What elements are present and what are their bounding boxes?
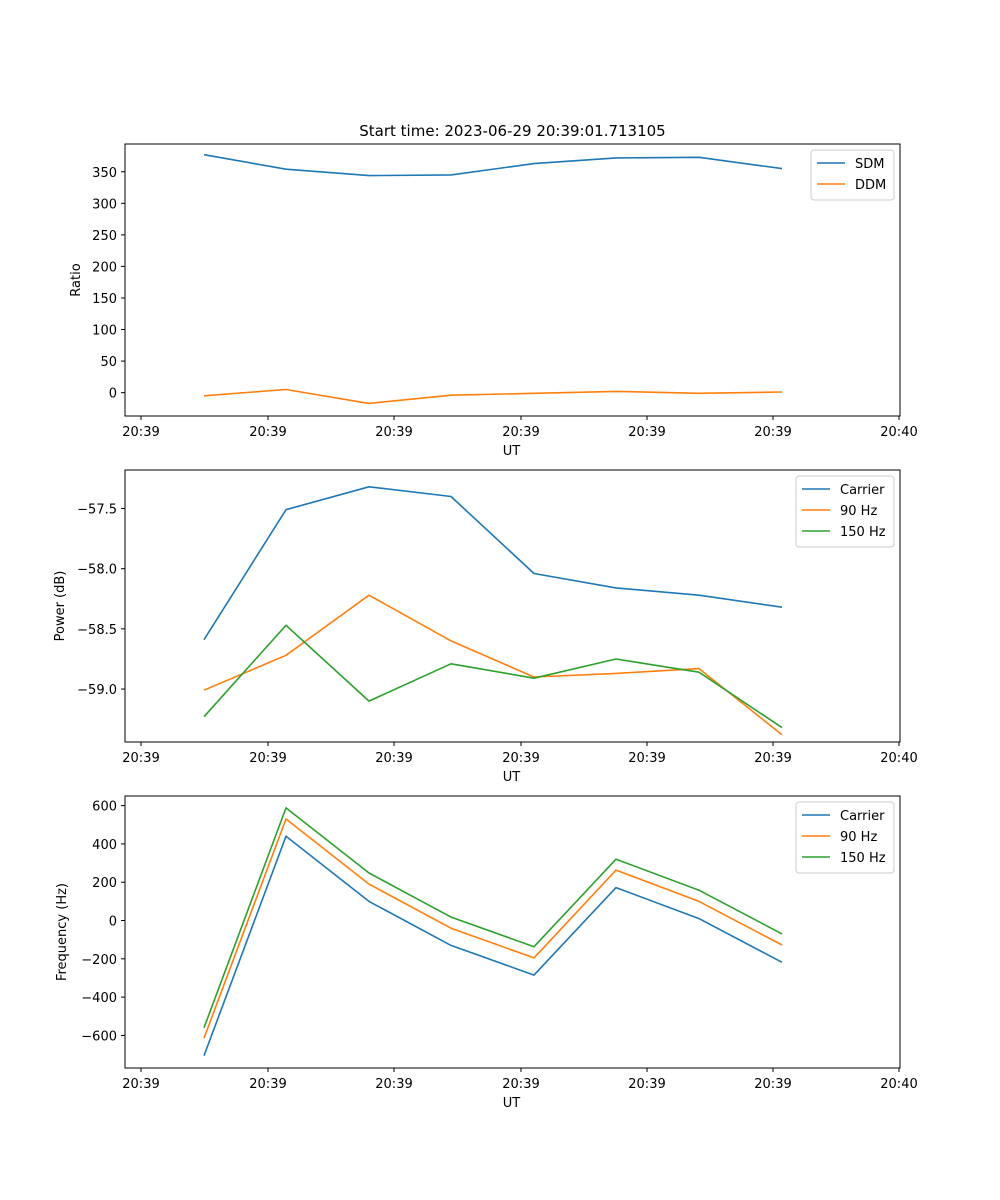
y-tick-label: 100 <box>92 324 117 339</box>
x-tick-label: 20:39 <box>122 751 159 766</box>
series-line-90-hz <box>203 818 783 1039</box>
x-tick-label: 20:39 <box>628 751 665 766</box>
y-tick-label: 150 <box>92 292 117 307</box>
legend-box <box>795 475 895 548</box>
x-tick-label: 20:40 <box>880 425 917 440</box>
y-tick-label: −600 <box>81 1029 117 1044</box>
y-axis-label: Power (dB) <box>53 571 68 642</box>
y-tick-label: 200 <box>92 260 117 275</box>
x-tick-label: 20:39 <box>375 751 412 766</box>
x-axis-label: UT <box>503 444 521 459</box>
y-tick-label: −200 <box>81 953 117 968</box>
series-line-150-hz <box>203 624 783 729</box>
y-tick-label: 600 <box>92 800 117 815</box>
x-tick-label: 20:39 <box>122 425 159 440</box>
legend-label: Carrier <box>840 483 885 498</box>
series-line-150-hz <box>203 807 783 1029</box>
y-tick-label: −59.0 <box>77 683 117 698</box>
legend-label: Carrier <box>840 809 885 824</box>
x-tick-label: 20:40 <box>880 751 917 766</box>
x-tick-label: 20:39 <box>754 425 791 440</box>
y-tick-label: 50 <box>100 355 117 370</box>
x-tick-label: 20:39 <box>249 1077 286 1092</box>
series-line-ddm <box>203 388 783 405</box>
x-axis-label: UT <box>503 1096 521 1111</box>
y-tick-label: −400 <box>81 991 117 1006</box>
legend-label: 90 Hz <box>840 830 877 845</box>
x-tick-label: 20:39 <box>502 751 539 766</box>
x-tick-label: 20:39 <box>375 1077 412 1092</box>
x-tick-label: 20:39 <box>754 1077 791 1092</box>
plot-frame <box>124 795 901 1069</box>
y-tick-label: 350 <box>92 166 117 181</box>
x-tick-label: 20:39 <box>502 425 539 440</box>
x-tick-label: 20:39 <box>122 1077 159 1092</box>
plot-frame <box>124 143 901 417</box>
x-tick-label: 20:39 <box>502 1077 539 1092</box>
y-tick-label: −58.5 <box>77 623 117 638</box>
x-tick-label: 20:39 <box>249 425 286 440</box>
legend-box <box>795 801 895 874</box>
x-axis-label: UT <box>503 770 521 785</box>
x-tick-label: 20:39 <box>375 425 412 440</box>
x-tick-label: 20:40 <box>880 1077 917 1092</box>
y-tick-label: −58.0 <box>77 563 117 578</box>
x-tick-label: 20:39 <box>249 751 286 766</box>
y-tick-label: −57.5 <box>77 503 117 518</box>
y-tick-label: 250 <box>92 229 117 244</box>
chart-title: Start time: 2023-06-29 20:39:01.713105 <box>359 122 665 140</box>
x-tick-label: 20:39 <box>628 425 665 440</box>
series-line-90-hz <box>203 594 783 736</box>
y-tick-label: 0 <box>109 387 117 402</box>
frequency-panel: 20:39 20:39 20:39 20:39 20:39 20:39 20:40 UT −60… <box>55 795 918 1111</box>
legend-label: 150 Hz <box>840 851 886 866</box>
power-panel: 20:39 20:39 20:39 20:39 20:39 20:39 20:40 UT −59… <box>53 469 918 785</box>
y-axis-label: Ratio <box>69 263 84 296</box>
y-tick-label: 400 <box>92 838 117 853</box>
legend-label: 150 Hz <box>840 525 886 540</box>
x-tick-label: 20:39 <box>754 751 791 766</box>
legend-label: 90 Hz <box>840 504 877 519</box>
series-line-carrier <box>203 835 783 1056</box>
x-tick-label: 20:39 <box>628 1077 665 1092</box>
y-axis-label: Frequency (Hz) <box>55 883 70 981</box>
y-tick-label: 200 <box>92 876 117 891</box>
y-tick-label: 0 <box>109 915 117 930</box>
legend-label: DDM <box>855 178 886 193</box>
series-line-sdm <box>203 153 783 177</box>
ratio-panel: 20:39 20:39 20:39 20:39 20:39 20:39 20:40 UT 0 50… <box>69 122 918 459</box>
series-line-carrier <box>203 485 783 641</box>
legend-label: SDM <box>855 157 884 172</box>
plot-frame <box>124 469 901 743</box>
y-tick-label: 300 <box>92 197 117 212</box>
